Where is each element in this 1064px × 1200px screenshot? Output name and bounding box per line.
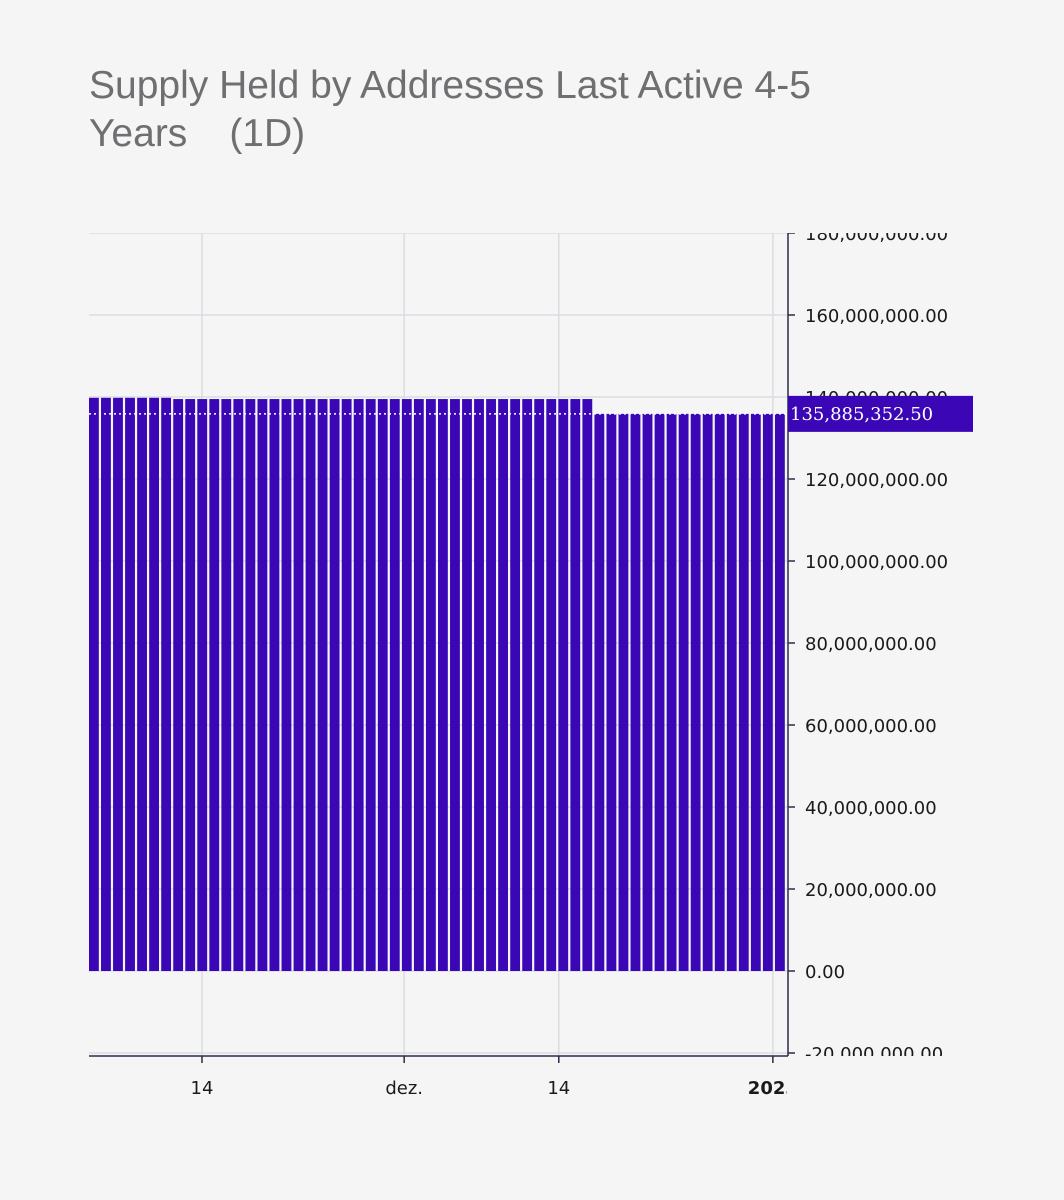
bar <box>233 399 244 971</box>
bar <box>510 399 521 971</box>
bar <box>750 413 761 971</box>
x-tick-label: 14 <box>191 1078 214 1099</box>
bar <box>582 399 593 971</box>
x-tick-label: 2023 <box>748 1078 798 1099</box>
bar <box>594 413 605 971</box>
bar <box>438 399 448 971</box>
y-tick-label: -20,000,000.00 <box>805 1044 943 1065</box>
bar <box>101 397 111 971</box>
bar <box>738 413 749 971</box>
bar <box>678 413 689 971</box>
bar <box>149 397 160 971</box>
bar <box>618 413 629 971</box>
y-tick-label: 60,000,000.00 <box>805 716 937 737</box>
last-value-label: 135,885,352.50 <box>790 404 933 425</box>
bar <box>125 397 135 971</box>
bar <box>558 399 569 971</box>
bar <box>606 413 617 971</box>
bar <box>173 399 184 971</box>
y-tick-label: 80,000,000.00 <box>805 634 937 655</box>
x-tick-label: 14 <box>547 1078 570 1099</box>
bar <box>474 399 484 971</box>
bar <box>522 399 533 971</box>
bar <box>257 399 268 971</box>
bar <box>185 399 196 971</box>
bar <box>702 413 713 971</box>
bar <box>726 413 737 971</box>
y-tick-label: 100,000,000.00 <box>805 552 948 573</box>
bar <box>293 399 304 971</box>
bar <box>197 399 208 971</box>
y-tick-label: 180,000,000.00 <box>805 224 948 245</box>
bar <box>570 399 581 971</box>
bar <box>269 399 280 971</box>
last-value-badge <box>788 395 973 432</box>
bar <box>666 413 677 971</box>
x-tick-label: dez. <box>385 1078 423 1099</box>
bar <box>377 399 388 971</box>
bar <box>113 397 123 971</box>
bar <box>137 397 147 971</box>
bar <box>245 399 256 971</box>
bar <box>654 413 665 971</box>
bar <box>389 399 400 971</box>
x-axis-ticks: 14 dez. 14 2023 <box>191 1056 798 1099</box>
bar <box>401 399 412 971</box>
y-axis-ticks: -20,000,000.00 0.00 20,000,000.00 40,000,00… <box>788 224 948 1065</box>
chart-title-main: Supply Held by Addresses Last Active 4-5… <box>89 64 811 155</box>
bar <box>413 399 424 971</box>
bar <box>450 399 460 971</box>
bar <box>462 399 472 971</box>
bar <box>630 413 641 971</box>
y-tick-label: 120,000,000.00 <box>805 470 948 491</box>
bar <box>425 399 436 971</box>
bar <box>161 397 172 971</box>
bar <box>329 399 340 971</box>
bar <box>89 397 99 971</box>
bar <box>305 399 316 971</box>
chart-title-interval: (1D) <box>229 112 306 155</box>
y-tick-label: 160,000,000.00 <box>805 306 948 327</box>
bar <box>281 399 292 971</box>
y-tick-label: 0.00 <box>805 962 845 983</box>
bar <box>221 399 232 971</box>
bar <box>498 399 509 971</box>
bar <box>486 399 496 971</box>
bar <box>774 413 785 971</box>
chart-title: Supply Held by Addresses Last Active 4-5… <box>89 62 909 158</box>
bar <box>317 399 328 971</box>
bar <box>353 399 364 971</box>
axis-layer <box>89 233 789 1057</box>
bar <box>209 399 220 971</box>
bar <box>546 399 557 971</box>
y-tick-label: 20,000,000.00 <box>805 880 937 901</box>
bar <box>642 413 653 971</box>
bar <box>341 399 352 971</box>
bar <box>365 399 376 971</box>
bar <box>534 399 545 971</box>
y-tick-label: 40,000,000.00 <box>805 798 937 819</box>
bar <box>714 413 725 971</box>
bar <box>762 413 773 971</box>
last-value-marker: 135,885,352.50 <box>89 395 973 432</box>
bars-layer <box>89 397 785 971</box>
bar <box>690 413 701 971</box>
